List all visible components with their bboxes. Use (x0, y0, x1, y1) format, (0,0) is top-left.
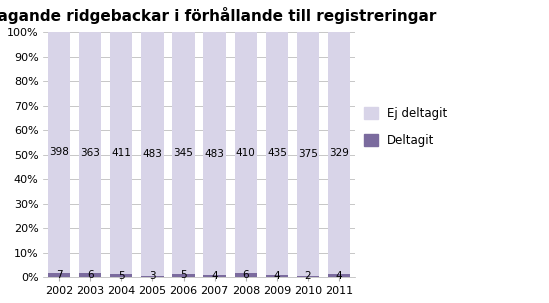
Text: 435: 435 (267, 148, 287, 158)
Bar (48, 273, 70, 277)
Bar (48, 32, 70, 273)
Bar (110, 274, 132, 277)
Text: 4: 4 (273, 271, 280, 281)
Text: 5: 5 (180, 270, 187, 280)
Text: 6: 6 (87, 270, 93, 280)
Bar (234, 32, 257, 274)
Bar (79, 32, 102, 273)
Bar (328, 32, 350, 274)
Bar (110, 32, 132, 274)
Text: 329: 329 (329, 148, 349, 158)
Text: 375: 375 (298, 149, 318, 159)
Text: 398: 398 (49, 148, 69, 158)
Bar (266, 32, 288, 275)
Text: 345: 345 (173, 148, 193, 158)
Bar (204, 32, 226, 275)
Text: 2: 2 (305, 271, 311, 281)
Text: 4: 4 (211, 271, 218, 281)
Title: Deltagande ridgebackar i förhållande till registreringar: Deltagande ridgebackar i förhållande til… (0, 7, 436, 24)
Bar (266, 275, 288, 277)
Text: 3: 3 (149, 271, 156, 281)
Bar (297, 32, 319, 276)
Text: 7: 7 (55, 270, 62, 280)
Text: 411: 411 (111, 148, 131, 158)
Text: 4: 4 (336, 271, 343, 281)
Bar (297, 276, 319, 277)
Text: 5: 5 (118, 271, 125, 281)
Bar (172, 32, 195, 274)
Bar (204, 275, 226, 277)
Legend: Ej deltagit, Deltagit: Ej deltagit, Deltagit (364, 107, 447, 147)
Text: 410: 410 (236, 148, 256, 158)
Text: 483: 483 (205, 148, 225, 158)
Bar (172, 274, 195, 277)
Bar (234, 274, 257, 277)
Bar (328, 274, 350, 277)
Bar (141, 32, 164, 275)
Bar (79, 273, 102, 277)
Text: 363: 363 (80, 148, 100, 158)
Text: 6: 6 (243, 270, 249, 280)
Bar (141, 275, 164, 277)
Text: 483: 483 (142, 149, 163, 159)
